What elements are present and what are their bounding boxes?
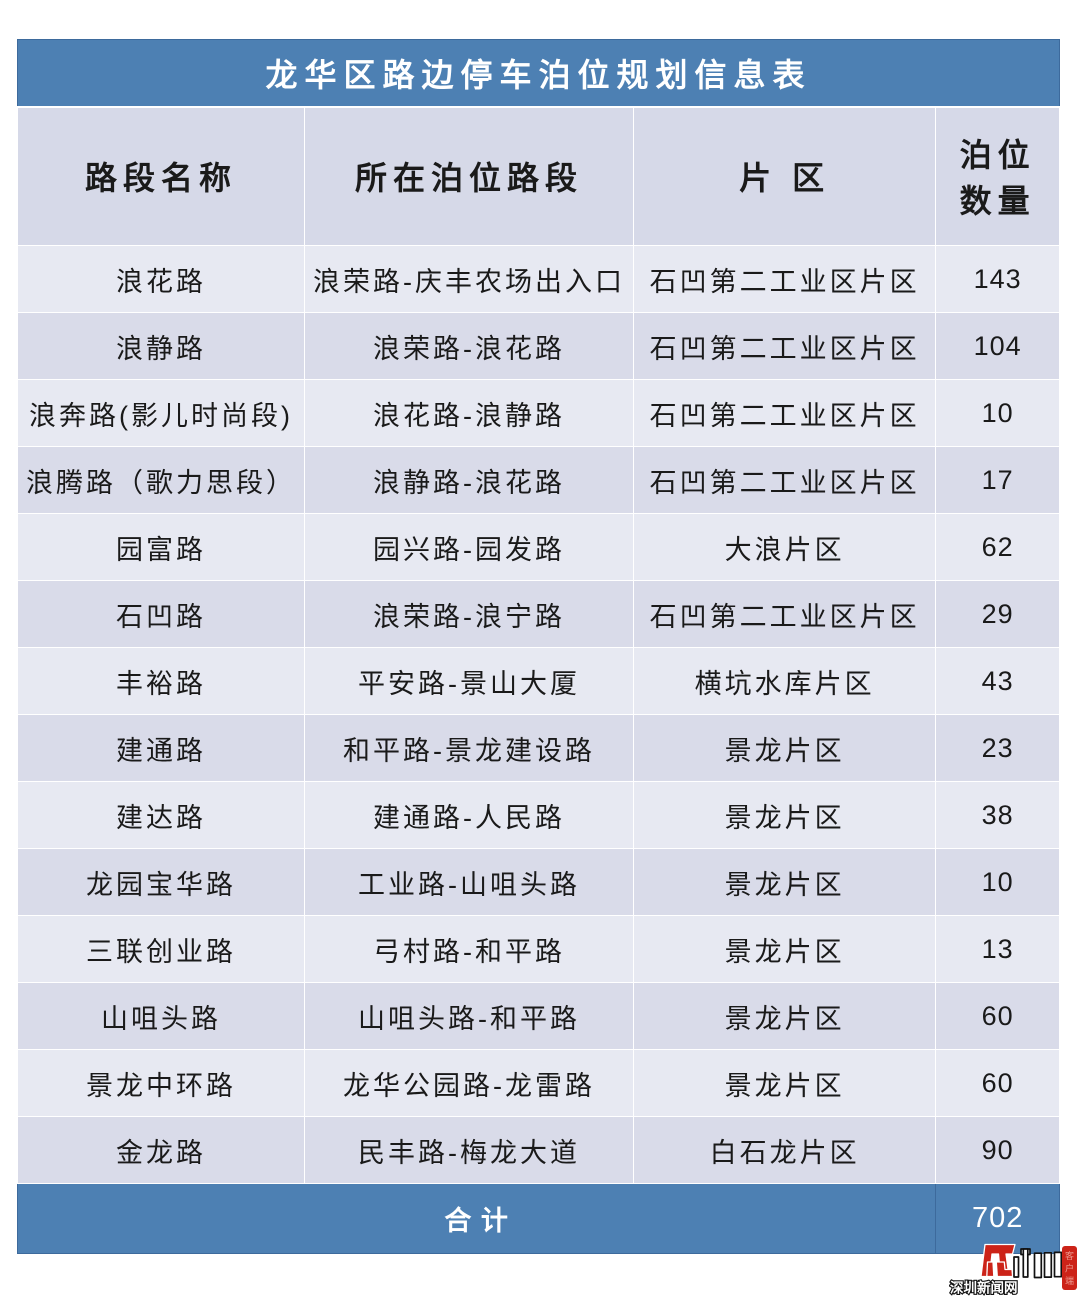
svg-text:户: 户 <box>1065 1263 1074 1274</box>
svg-text:深圳新闻网: 深圳新闻网 <box>950 1280 1018 1296</box>
svg-text:端: 端 <box>1065 1275 1074 1286</box>
svg-text:客: 客 <box>1065 1250 1074 1261</box>
